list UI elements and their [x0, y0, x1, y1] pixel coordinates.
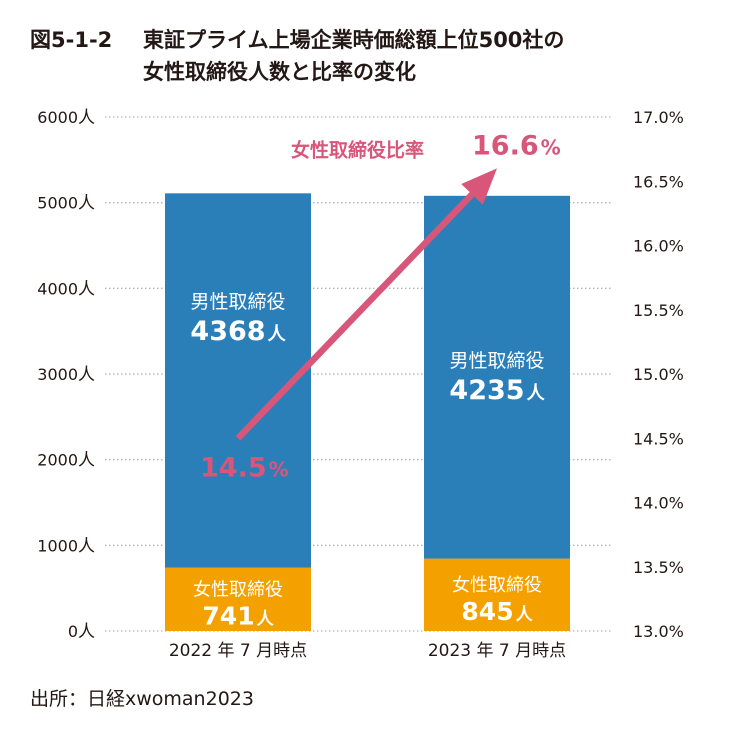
- x-category-label: 2023 年 7 月時点: [428, 641, 566, 661]
- x-category-label: 2022 年 7 月時点: [169, 641, 307, 661]
- bar-label-female-value: 845 人: [461, 597, 533, 626]
- title-line-2: 女性取締役人数と比率の変化: [143, 60, 416, 84]
- ratio-label-end: 16.6%: [472, 130, 561, 161]
- ratio-arrow-shaft: [235, 190, 476, 441]
- y-right-tick-label: 15.0%: [633, 365, 684, 384]
- y-right-tick-label: 16.0%: [633, 237, 684, 256]
- figure-number: 図5-1-2: [30, 28, 113, 52]
- bar-label-female-name: 女性取締役: [193, 579, 283, 600]
- y-right-tick-label: 13.5%: [633, 558, 684, 577]
- y-left-tick-label: 0人: [68, 622, 95, 642]
- bar-label-male-value: 4235 人: [449, 375, 545, 406]
- y-right-tick-label: 15.5%: [633, 301, 684, 320]
- y-left-tick-label: 4000人: [37, 279, 95, 299]
- bar-label-male-value: 4368 人: [190, 316, 286, 347]
- ratio-label-start: 14.5%: [200, 452, 289, 483]
- bar-female: [165, 567, 311, 631]
- y-left-tick-label: 3000人: [37, 365, 95, 385]
- bar-label-male-name: 男性取締役: [190, 291, 285, 313]
- y-left-tick-label: 1000人: [37, 536, 95, 556]
- y-left-tick-label: 6000人: [37, 108, 95, 128]
- bar-male: [165, 193, 311, 568]
- ratio-arrow-head: [461, 168, 497, 205]
- ratio-arrow: [235, 168, 497, 441]
- y-right-tick-label: 17.0%: [633, 108, 684, 127]
- title-line-1: 東証プライム上場企業時価総額上位500社の: [143, 28, 565, 52]
- right-axis: 13.0% 13.5% 14.0% 14.5% 15.0% 15.5% 16.0% 16.5%…: [633, 108, 684, 641]
- y-left-tick-label: 2000人: [37, 451, 95, 471]
- y-right-tick-label: 14.5%: [633, 429, 684, 448]
- chart-title: 図5-1-2 東証プライム上場企業時価総額上位500社の 女性取締役人数と比率の変…: [30, 24, 720, 88]
- ratio-series-name: 女性取締役比率: [291, 138, 424, 161]
- bar-male: [424, 195, 570, 559]
- bars: [165, 193, 570, 631]
- left-axis: 0人 1000人 2000人 3000人 4000人 5000人 6000人: [37, 108, 95, 642]
- y-right-tick-label: 13.0%: [633, 622, 684, 641]
- bar-female: [424, 558, 570, 631]
- y-left-tick-label: 5000人: [37, 194, 95, 214]
- x-axis-labels: 2022 年 7 月時点 2023 年 7 月時点: [169, 641, 566, 661]
- bar-label-female-value: 741 人: [202, 601, 274, 630]
- bar-label-male-name: 男性取締役: [449, 350, 544, 372]
- source-note: 出所：日経xwoman2023: [30, 688, 254, 710]
- y-right-tick-label: 16.5%: [633, 172, 684, 191]
- bar-label-female-name: 女性取締役: [452, 575, 542, 596]
- y-right-tick-label: 14.0%: [633, 494, 684, 513]
